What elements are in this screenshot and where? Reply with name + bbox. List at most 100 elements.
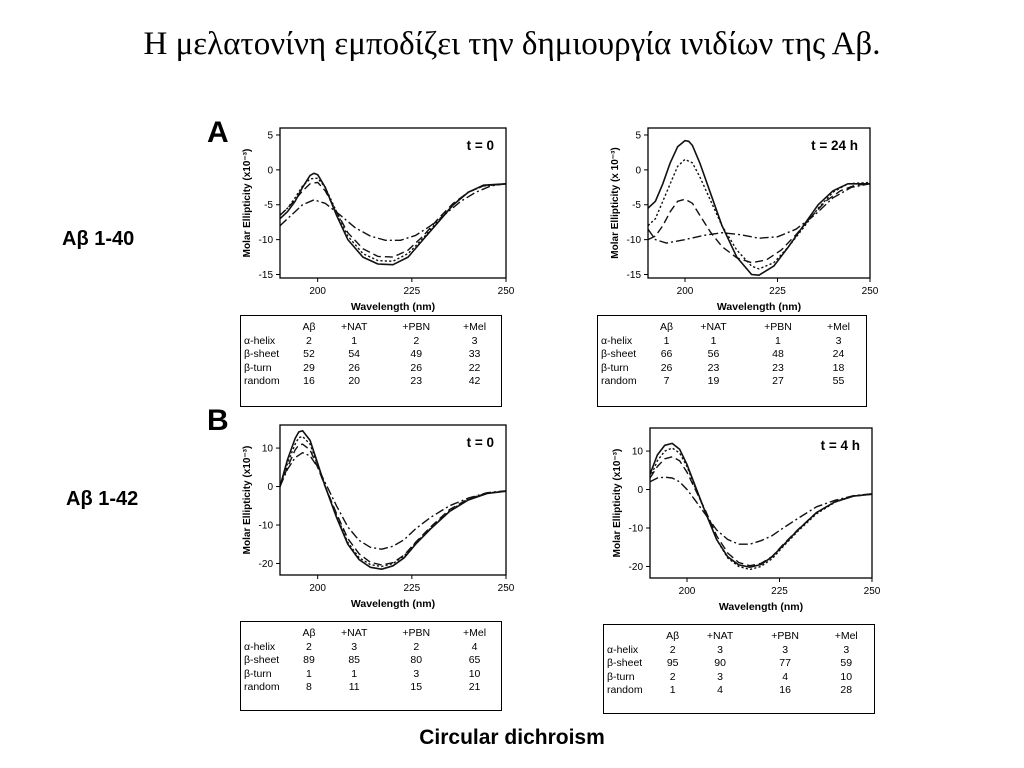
y-tick-label: 0 [267,165,273,176]
table-cell: 26 [348,361,361,374]
table-row: β-sheet 52 54 49 33 [241,348,501,362]
x-tick-label: 225 [771,586,788,597]
table-corner [598,321,651,335]
structure-table: Aβ +NAT +PBN +Mel α-helix 2 3 2 4 β-sheet 89 85 80 65… [241,627,501,695]
table-cell: 85 [348,654,361,666]
table-cell: 3 [471,334,478,347]
table-cell: 28 [840,684,853,696]
row-label: β-turn [607,670,635,683]
series-line-dotted [648,158,870,270]
x-tick-label: 250 [864,586,881,597]
x-tick-label: 250 [498,583,515,594]
column-header: +NAT [341,627,368,639]
y-tick-label: -15 [627,270,642,281]
row-label: β-turn [244,361,272,374]
table-row: α-helix 2 1 2 3 [241,335,501,349]
table-cell: 29 [303,361,315,374]
table-cell: 3 [835,334,842,347]
panel-letter-a: A [207,116,229,149]
table-cell: 11 [348,681,360,693]
column-header: +PBN [402,321,431,333]
secondary-structure-table-ab40-t24h: Aβ +NAT +PBN +Mel α-helix 1 1 1 3 β-sheet 66 56 48 24… [597,315,867,407]
table-cell: 77 [779,657,791,669]
secondary-structure-table-ab42-t4h: Aβ +NAT +PBN +Mel α-helix 2 3 3 3 β-sheet 95 90 77 59… [603,624,875,714]
structure-table: Aβ +NAT +PBN +Mel α-helix 1 1 1 3 β-sheet 66 56 48 24… [598,321,866,389]
row-label: α-helix [601,334,633,347]
series-line-dashed [648,183,870,264]
table-row: β-turn 1 1 3 10 [241,668,501,682]
series-line-dashdot [648,183,870,244]
column-header: +Mel [834,630,858,642]
table-row: α-helix 2 3 3 3 [604,644,874,658]
y-axis-label: Molar Ellipticity (x10⁻³) [612,449,623,558]
structure-table: Aβ +NAT +PBN +Mel α-helix 2 3 3 3 β-sheet 95 90 77 59… [604,630,874,698]
series-line-dotted [280,435,506,568]
table-row: β-turn 26 23 23 18 [598,362,866,376]
series-line-dashdot [280,183,506,241]
column-header: Aβ [302,321,316,333]
y-tick-label: -10 [629,524,644,535]
table-cell: 89 [303,654,315,666]
table-row: random 8 11 15 21 [241,681,501,695]
series-group [280,430,506,570]
table-cell: 65 [468,654,481,666]
column-header: +PBN [764,321,792,333]
x-tick-label: 200 [677,286,694,297]
y-tick-label: -20 [629,562,644,573]
row-label: random [607,684,643,696]
table-cell: 26 [410,361,423,374]
slide-title: Η μελατονίνη εμποδίζει την δημιουργία ιν… [143,26,881,62]
cd-chart-ab40-t0: 5 0 -5 -10 -15 200 225 250 Wavelength (nm) Molar … [242,127,515,313]
x-tick-label: 225 [403,286,420,297]
column-header: +PBN [402,627,431,639]
column-header: +Mel [463,321,487,333]
table-cell: 1 [710,334,717,347]
table-cell: 22 [468,361,481,374]
row-label: α-helix [607,643,639,656]
table-row: β-turn 29 26 26 22 [241,362,501,376]
row-label-ab40: Aβ 1-40 [62,228,135,250]
row-label: random [244,681,280,693]
column-header: +PBN [771,630,799,642]
row-label-ab42: Aβ 1-42 [66,488,139,510]
row-label: β-sheet [244,348,280,360]
y-tick-label: 10 [632,447,644,458]
plot-frame [649,427,873,579]
structure-table: Aβ +NAT +PBN +Mel α-helix 2 1 2 3 β-sheet 52 54 49 33… [241,321,501,389]
table-cell: 4 [717,684,723,696]
table-cell: 2 [413,640,420,653]
table-cell: 1 [775,334,781,347]
y-tick-label: -5 [632,200,641,211]
y-tick-label: 0 [267,482,273,493]
series-line-solid [280,172,506,266]
x-tick-label: 225 [769,286,786,297]
table-cell: 3 [413,667,420,680]
table-cell: 1 [306,667,312,680]
row-label: β-turn [244,667,272,680]
cd-chart-ab42-t4h: 10 0 -10 -20 200 225 250 Wavelength (nm) Molar E… [612,427,881,613]
x-tick-label: 200 [679,586,696,597]
column-header: Aβ [666,630,680,642]
x-tick-label: 250 [498,286,515,297]
table-cell: 2 [306,640,312,653]
table-cell: 10 [840,670,853,683]
table-row: random 7 19 27 55 [598,375,866,389]
table-cell: 24 [832,348,845,360]
table-cell: 3 [782,643,789,656]
series-line-solid [650,442,872,568]
y-tick-label: -5 [264,200,273,211]
table-cell: 1 [669,684,676,696]
table-cell: 33 [468,348,481,360]
table-cell: 27 [772,375,784,387]
table-cell: 3 [843,643,850,656]
series-line-dashed [280,443,506,566]
table-cell: 54 [348,348,361,360]
series-line-dotted [650,447,872,571]
y-tick-label: 5 [635,130,641,141]
table-cell: 23 [707,361,720,374]
series-line-solid [648,139,870,276]
x-tick-label: 250 [862,286,879,297]
y-tick-label: -10 [259,521,274,532]
column-header: +Mel [826,321,851,333]
secondary-structure-table-ab42-t0: Aβ +NAT +PBN +Mel α-helix 2 3 2 4 β-sheet 89 85 80 65… [240,621,502,711]
